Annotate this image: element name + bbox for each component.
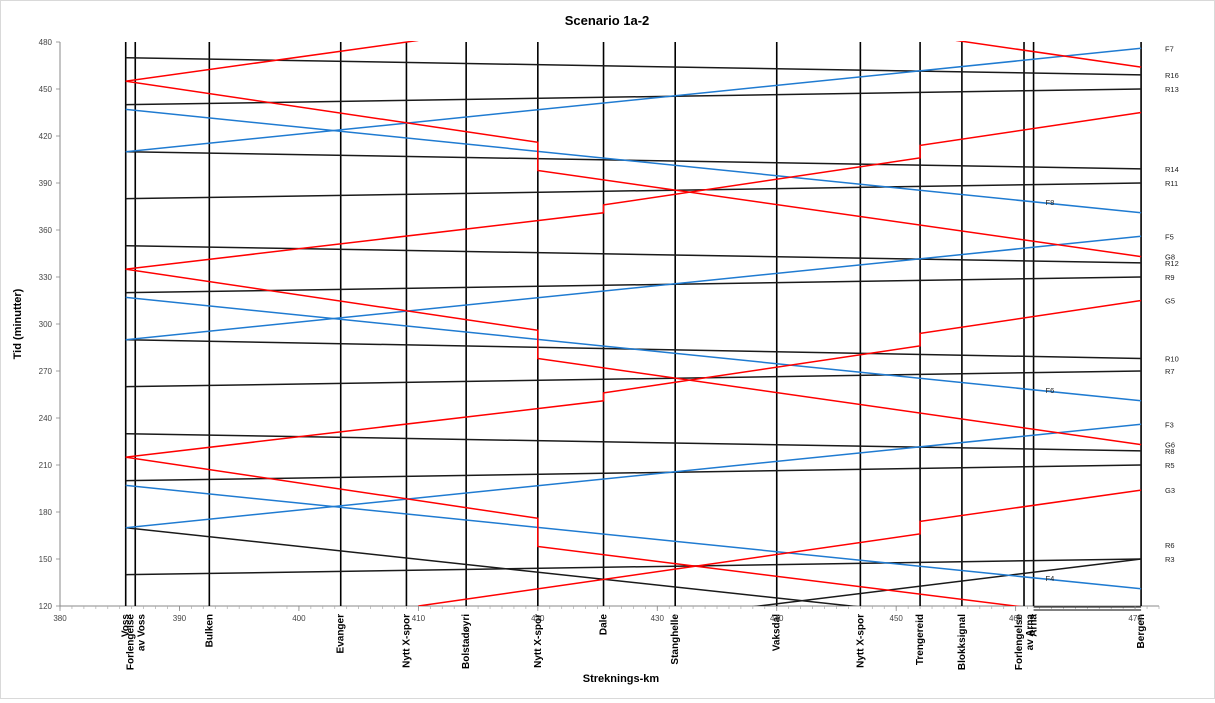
train-path-blue <box>125 235 1142 341</box>
train-path-black <box>125 432 1142 452</box>
train-path-red <box>125 111 1142 270</box>
train-path-black <box>125 182 1142 200</box>
train-path-black <box>125 150 1142 170</box>
train-path-red <box>125 456 1022 606</box>
train-label: R3 <box>1165 555 1175 564</box>
train-label: G8 <box>1165 253 1175 262</box>
train-path-black <box>125 244 1142 264</box>
y-tick-label: 480 <box>39 38 53 47</box>
y-tick-label: 240 <box>39 414 53 423</box>
x-tick-label: 440 <box>770 614 784 623</box>
train-label: R10 <box>1165 354 1179 363</box>
train-path-blue <box>125 108 1142 214</box>
x-tick-label: 420 <box>531 614 545 623</box>
y-tick-label: 120 <box>39 602 53 611</box>
station-label: Evanger <box>336 614 347 654</box>
y-tick-label: 150 <box>39 555 53 564</box>
train-label: G6 <box>1165 441 1175 450</box>
train-path-red <box>125 299 1142 458</box>
train-label: F4 <box>1046 574 1055 583</box>
x-tick-label: 450 <box>890 614 904 623</box>
y-tick-label: 180 <box>39 508 53 517</box>
station-label: Arna <box>1029 614 1040 637</box>
train-path-red <box>125 41 419 82</box>
train-path-red <box>955 41 1142 68</box>
train-path-black <box>125 526 859 606</box>
train-label: R11 <box>1165 179 1178 188</box>
x-tick-label: 430 <box>651 614 665 623</box>
train-label: R16 <box>1165 71 1179 80</box>
station-label: Bergen <box>1136 614 1147 648</box>
y-tick-label: 330 <box>39 273 53 282</box>
station-label: av Voss <box>136 614 147 651</box>
train-label: R12 <box>1165 259 1179 268</box>
train-path-blue <box>125 47 1142 153</box>
station-label: Voss <box>121 614 132 638</box>
station-label: Nytt X-spor <box>533 614 544 668</box>
train-label: R6 <box>1165 541 1175 550</box>
x-tick-label: 390 <box>173 614 187 623</box>
y-tick-label: 420 <box>39 132 53 141</box>
train-label: R8 <box>1165 447 1175 456</box>
train-path-black <box>125 88 1142 106</box>
train-label: R5 <box>1165 461 1175 470</box>
train-path-blue <box>125 296 1142 402</box>
x-axis-title: Streknings-km <box>583 673 660 685</box>
station-label: Trengereid <box>915 614 926 665</box>
station-label: Bolstadøyri <box>461 614 472 669</box>
train-label: G5 <box>1165 297 1175 306</box>
station-label: Bulken <box>204 614 215 647</box>
y-tick-label: 300 <box>39 320 53 329</box>
train-path-black <box>752 558 1142 606</box>
y-tick-label: 360 <box>39 226 53 235</box>
train-label: F5 <box>1165 232 1174 241</box>
train-label: R7 <box>1165 367 1175 376</box>
station-label: Vaksdal <box>772 614 783 651</box>
x-tick-label: 460 <box>1009 614 1023 623</box>
train-label: R14 <box>1165 165 1179 174</box>
train-path-black <box>125 370 1142 388</box>
train-path-blue <box>125 484 1142 590</box>
station-label: Blokksignal <box>957 614 968 670</box>
station-label: Nytt X-spor <box>401 614 412 668</box>
station-label: Forlengelse <box>1014 614 1025 671</box>
y-tick-label: 210 <box>39 461 53 470</box>
y-axis-title: Tid (minutter) <box>12 288 24 359</box>
train-path-black <box>125 276 1142 294</box>
chart-title: Scenario 1a-2 <box>565 13 650 28</box>
y-tick-label: 390 <box>39 179 53 188</box>
train-label: G3 <box>1165 486 1175 495</box>
train-path-red <box>125 80 1142 258</box>
station-label: Forlengelse <box>125 614 136 671</box>
train-label: F3 <box>1165 420 1174 429</box>
station-label: Dale <box>599 614 610 636</box>
train-path-red <box>418 489 1142 606</box>
y-tick-label: 450 <box>39 85 53 94</box>
train-path-black <box>125 558 1142 576</box>
station-label: av Arna <box>1025 614 1036 651</box>
y-tick-label: 270 <box>39 367 53 376</box>
train-label: R13 <box>1165 85 1179 94</box>
train-label: F8 <box>1046 198 1055 207</box>
train-label: F6 <box>1046 386 1055 395</box>
x-tick-label: 410 <box>412 614 426 623</box>
x-tick-label: 400 <box>292 614 306 623</box>
train-path-black <box>125 464 1142 482</box>
station-label: Stanghelle <box>670 614 681 665</box>
train-label: R9 <box>1165 273 1175 282</box>
train-path-blue <box>125 423 1142 529</box>
train-label: F7 <box>1165 44 1174 53</box>
train-path-red <box>125 268 1142 446</box>
x-tick-label: 380 <box>53 614 67 623</box>
x-tick-label: 470 <box>1128 614 1142 623</box>
station-label: Nytt X-spor <box>855 614 866 668</box>
train-path-black <box>125 56 1142 76</box>
